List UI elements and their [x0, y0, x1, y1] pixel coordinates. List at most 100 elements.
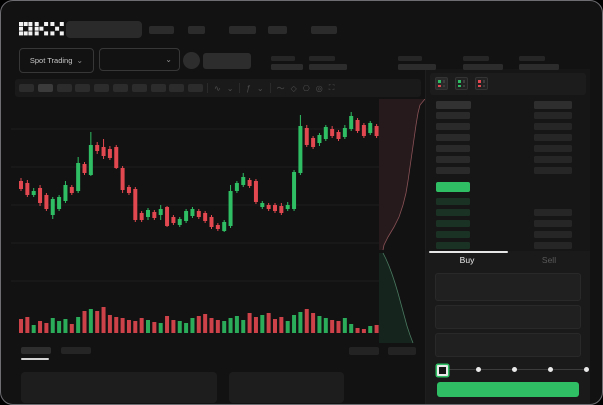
- orders-table-placeholder: [21, 372, 217, 403]
- ask-row[interactable]: [426, 167, 590, 175]
- depth-chart: [379, 99, 425, 344]
- chevron-down-icon[interactable]: ⌄: [256, 83, 264, 93]
- timeframe-button[interactable]: [37, 84, 53, 92]
- market-stat: [463, 56, 503, 70]
- timeframe-button[interactable]: [150, 84, 166, 92]
- price-placeholder: [436, 145, 470, 152]
- nav-item-placeholder[interactable]: [188, 26, 205, 34]
- timeframe-button[interactable]: [188, 84, 204, 92]
- stat-value-placeholder: [519, 64, 559, 70]
- tab-buy[interactable]: Buy: [459, 254, 475, 265]
- price-field[interactable]: [435, 273, 581, 301]
- bid-row[interactable]: [426, 220, 590, 227]
- timeframe-button[interactable]: [131, 84, 147, 92]
- timeframe-button[interactable]: [19, 84, 34, 92]
- nav-item-placeholder[interactable]: [229, 26, 256, 34]
- buy-submit-button[interactable]: [437, 382, 579, 397]
- ask-row[interactable]: [426, 156, 590, 164]
- timeframe-button[interactable]: [94, 84, 110, 92]
- market-stat: [309, 56, 347, 70]
- bottom-tab-placeholder[interactable]: [21, 347, 51, 354]
- chart-footer-placeholder[interactable]: [388, 347, 416, 355]
- amount-placeholder: [534, 134, 572, 141]
- timeframe-button[interactable]: [113, 84, 128, 92]
- amount-placeholder: [534, 209, 572, 216]
- amount-placeholder: [534, 145, 572, 152]
- slider-stop[interactable]: [583, 367, 589, 372]
- price-placeholder: [436, 167, 470, 174]
- bid-row[interactable]: [426, 242, 590, 249]
- right-panel: Buy Sell: [425, 69, 590, 404]
- last-price-placeholder: [203, 53, 251, 69]
- stat-value-placeholder: [271, 64, 303, 70]
- chevron-down-icon: ⌄: [165, 54, 172, 64]
- slider-stop[interactable]: [475, 367, 481, 372]
- price-placeholder: [436, 112, 470, 119]
- indicators-icon[interactable]: ƒ: [246, 83, 251, 93]
- total-field[interactable]: [435, 333, 581, 357]
- timeframe-button[interactable]: [75, 84, 91, 92]
- book-bids-icon[interactable]: [455, 77, 468, 90]
- fullscreen-icon[interactable]: ⛶: [328, 83, 335, 92]
- market-stat: [519, 56, 559, 70]
- active-tab-indicator: [429, 251, 508, 253]
- price-placeholder: [436, 220, 470, 227]
- market-stat: [271, 56, 303, 70]
- tab-sell[interactable]: Sell: [541, 254, 557, 265]
- slider-stop[interactable]: [547, 367, 553, 372]
- chart-toolbar: [15, 79, 421, 97]
- settings-icon[interactable]: ◎: [315, 83, 323, 93]
- bid-row[interactable]: [426, 209, 590, 216]
- stat-label-placeholder: [309, 56, 335, 61]
- line-tool-icon[interactable]: 〜: [276, 83, 285, 93]
- bottom-active-tab-underline: [21, 358, 49, 360]
- bid-row[interactable]: [426, 198, 590, 205]
- market-type-label: Spot Trading: [29, 56, 73, 65]
- nav-item-placeholder[interactable]: [268, 26, 287, 34]
- chart-footer-placeholder[interactable]: [349, 347, 379, 355]
- stat-value-placeholder: [398, 64, 436, 70]
- stat-label-placeholder: [398, 56, 422, 61]
- ask-row[interactable]: [426, 134, 590, 142]
- stat-label-placeholder: [271, 56, 295, 61]
- bottom-tab-placeholder[interactable]: [61, 347, 91, 354]
- slider-handle[interactable]: [437, 365, 448, 376]
- candlestick-chart[interactable]: [11, 99, 381, 341]
- book-all-icon[interactable]: [435, 77, 448, 90]
- nav-item-placeholder[interactable]: [149, 26, 174, 34]
- nav-item-placeholder[interactable]: [311, 26, 337, 34]
- bid-row[interactable]: [426, 231, 590, 238]
- market-stat: [398, 56, 436, 70]
- price-placeholder: [436, 101, 471, 109]
- ask-row[interactable]: [426, 101, 590, 109]
- ask-row[interactable]: [426, 123, 590, 131]
- amount-placeholder: [534, 156, 572, 163]
- chevron-down-icon: ⌄: [76, 55, 84, 65]
- toolbar-separator: [207, 83, 208, 93]
- timeframe-button[interactable]: [56, 84, 72, 92]
- stat-value-placeholder: [309, 64, 347, 70]
- toolbar-separator: [239, 83, 241, 93]
- slider-stop[interactable]: [511, 367, 517, 372]
- pair-selector-dropdown[interactable]: ⌄: [99, 48, 180, 71]
- chart-type-icon[interactable]: ∿: [214, 83, 221, 93]
- orders-table-placeholder: [229, 372, 344, 403]
- ask-row[interactable]: [426, 112, 590, 120]
- camera-icon[interactable]: ⎔: [302, 83, 310, 93]
- okx-logo[interactable]: [19, 22, 65, 36]
- search-input[interactable]: [66, 21, 142, 38]
- timeframe-button[interactable]: [169, 84, 185, 92]
- draw-tool-icon[interactable]: ◇: [290, 83, 297, 93]
- ask-row[interactable]: [426, 145, 590, 153]
- last-price-row[interactable]: [436, 182, 470, 192]
- book-asks-icon[interactable]: [475, 77, 488, 90]
- amount-placeholder: [534, 220, 572, 227]
- price-placeholder: [436, 242, 470, 249]
- pair-coin-icon: [183, 52, 200, 69]
- chevron-down-icon[interactable]: ⌄: [226, 83, 234, 93]
- orderbook-header: [430, 73, 586, 95]
- market-type-dropdown[interactable]: Spot Trading ⌄: [19, 48, 94, 73]
- chart-toolbar-icons: ∿ ⌄ ƒ ⌄ 〜 ◇ ⎔ ◎ ⛶: [207, 79, 334, 97]
- amount-field[interactable]: [435, 305, 581, 329]
- amount-placeholder: [534, 123, 572, 130]
